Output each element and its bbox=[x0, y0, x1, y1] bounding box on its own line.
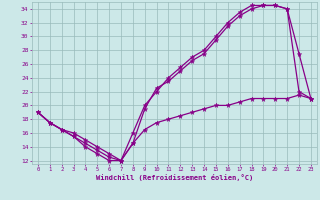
X-axis label: Windchill (Refroidissement éolien,°C): Windchill (Refroidissement éolien,°C) bbox=[96, 174, 253, 181]
